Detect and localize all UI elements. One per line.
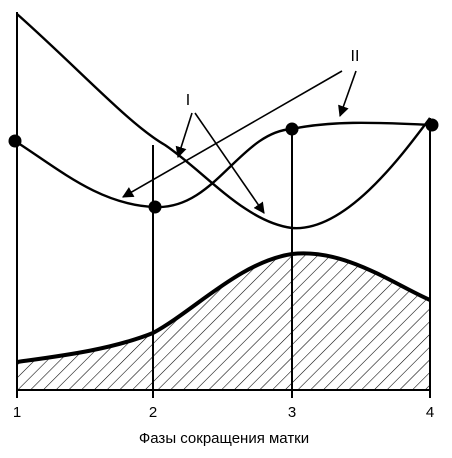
callout-two-label: II [351,48,360,65]
phase-label-2: 2 [149,404,157,421]
callout-one-label: I [186,92,190,109]
x-axis-caption: Фазы сокращения матки [139,430,309,447]
shaded-area-outline [16,251,431,364]
callout-two-arrow-right [338,70,357,118]
hatched-area [17,253,430,390]
callout-two-arrow-left [122,70,343,198]
callout-one-arrow-left [175,112,193,159]
curve-one [16,13,431,230]
curve-two-point-1 [8,134,22,148]
phase-label-4: 4 [426,404,434,421]
callout-one-arrow-right [194,112,265,214]
curve-two [14,121,433,209]
curve-two-point-2 [148,200,162,214]
phase-label-1: 1 [13,404,21,421]
phase-label-3: 3 [288,404,296,421]
curve-two-point-4 [425,118,439,132]
curve-two-point-3 [285,122,299,136]
